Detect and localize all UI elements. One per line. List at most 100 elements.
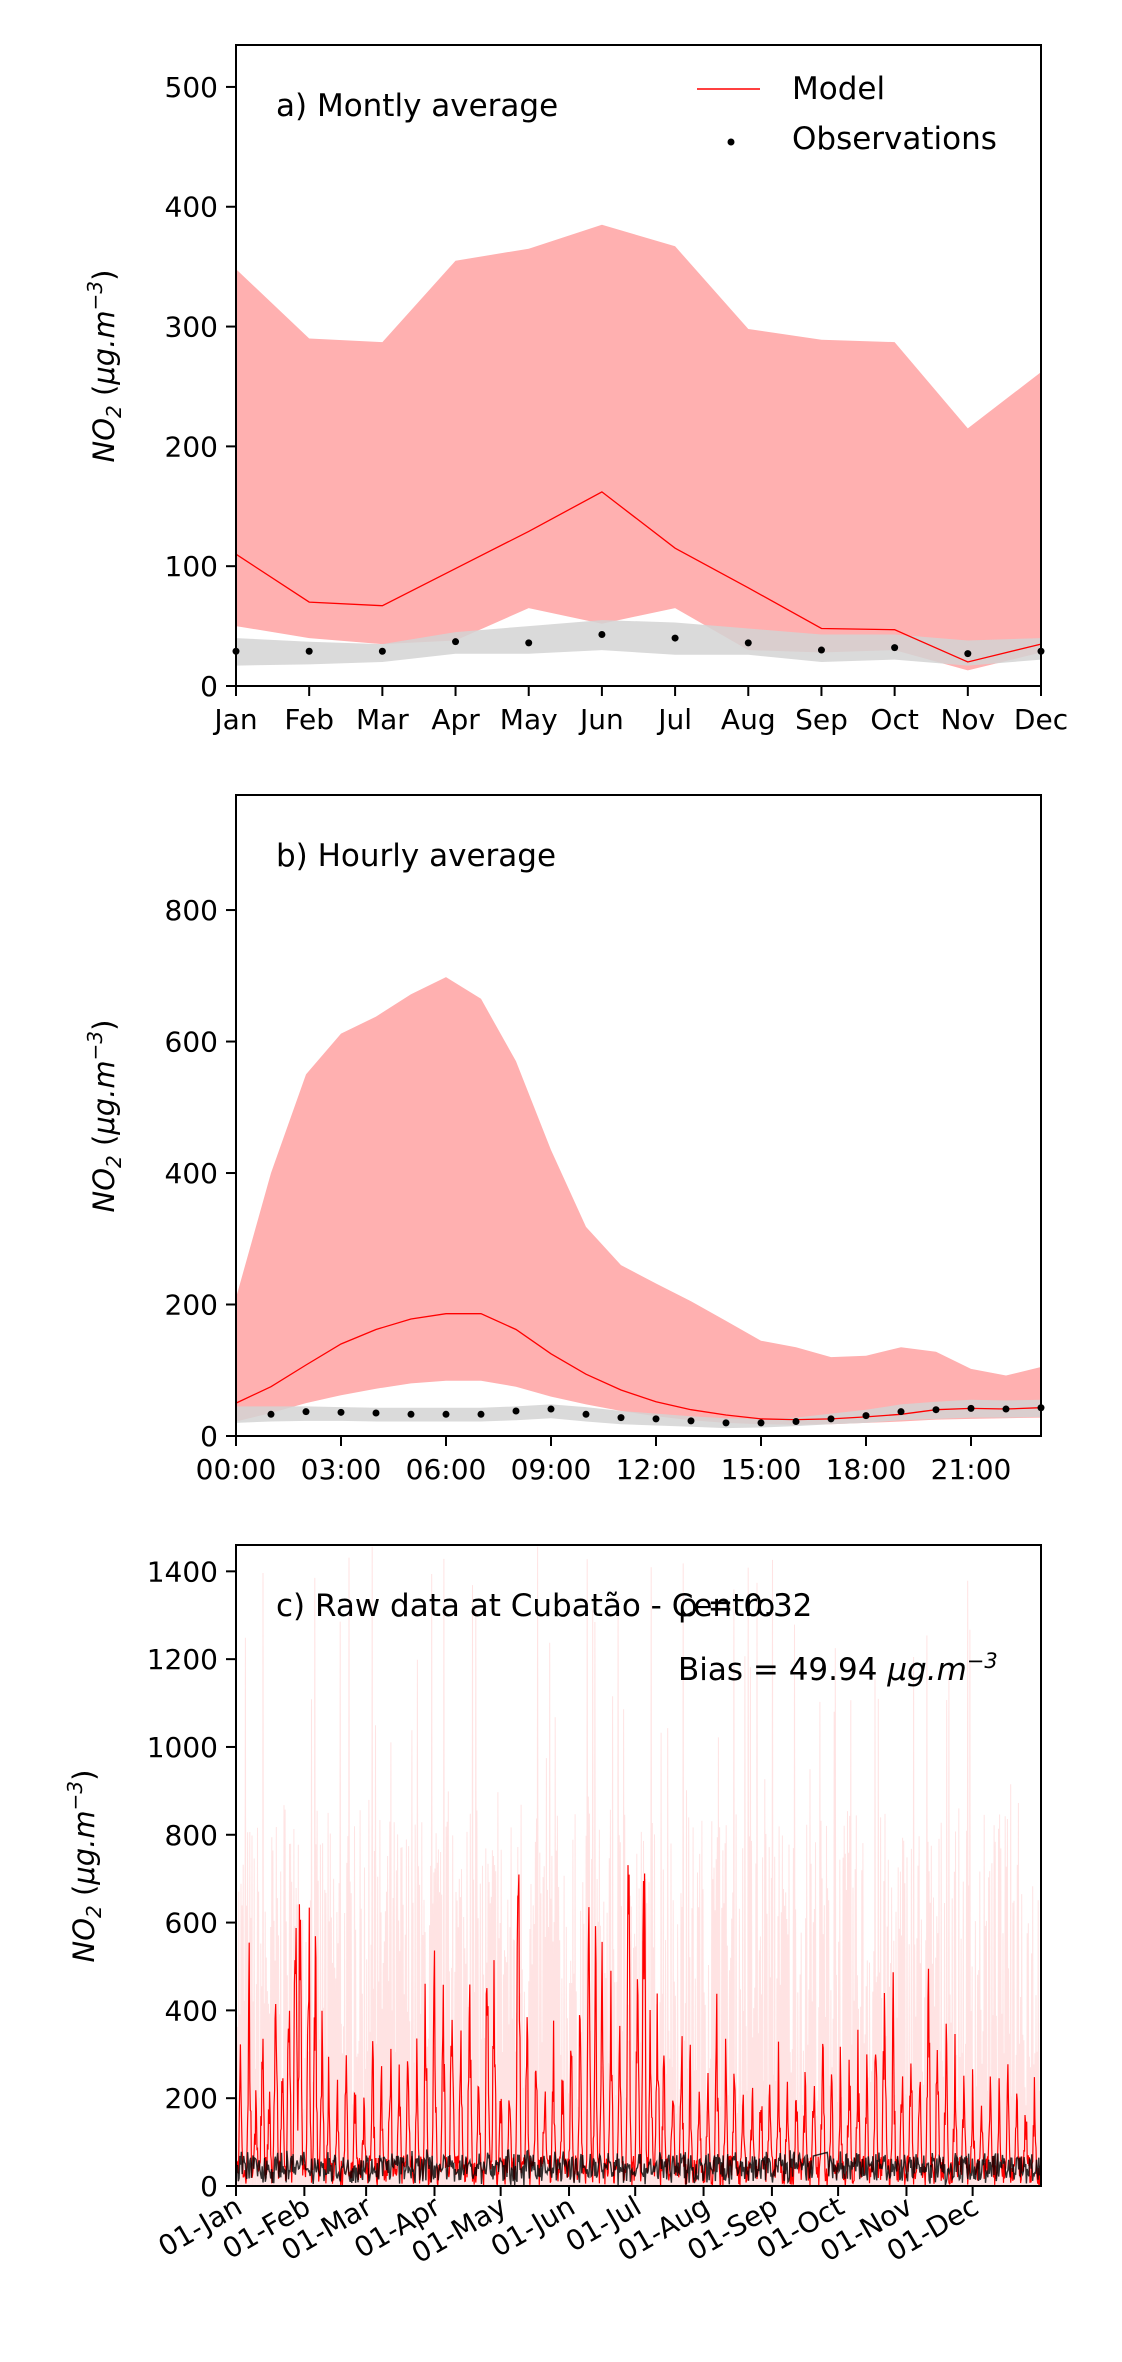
panel-b-x-tick-label: 03:00 bbox=[301, 1453, 382, 1486]
panel-b-y-ticks: 0 200 400 600 800 bbox=[165, 894, 236, 1453]
observation-point bbox=[302, 1408, 310, 1416]
observation-point bbox=[337, 1408, 345, 1416]
panel-b-x-tick-label: 15:00 bbox=[721, 1453, 802, 1486]
panel-b-y-tick-label: 800 bbox=[165, 894, 218, 927]
legend-observations-marker bbox=[727, 138, 735, 146]
panel-a-x-ticks: Jan Feb Mar Apr May Jun Jul Aug Sep Oct Nov Dec bbox=[212, 686, 1068, 736]
panel-c-y-tick-label: 200 bbox=[165, 2082, 218, 2115]
panel-c-y-tick-label: 0 bbox=[200, 2170, 218, 2203]
panel-c-y-ticks: 0 200 400 600 800 1000 1200 1400 bbox=[147, 1555, 236, 2203]
observation-point bbox=[442, 1410, 450, 1418]
panel-b-y-tick-label: 200 bbox=[165, 1289, 218, 1322]
panel-c-axes-frame bbox=[235, 1544, 1042, 2187]
panel-a-x-tick-label: Jun bbox=[578, 703, 624, 736]
observation-point bbox=[757, 1419, 765, 1427]
observation-point bbox=[617, 1414, 625, 1422]
panel-c-y-tick-label: 400 bbox=[165, 1994, 218, 2027]
model-line bbox=[235, 1313, 1042, 1421]
panel-c-y-axis-label: NO2 (μg.m−3) bbox=[63, 1770, 106, 1963]
panel-b-x-tick-label: 21:00 bbox=[931, 1453, 1012, 1486]
observation-point bbox=[964, 650, 972, 658]
observation-point bbox=[267, 1410, 275, 1418]
observations-range-band bbox=[236, 1399, 1041, 1429]
panel-a-y-axis-label: NO2 (μg.m−3) bbox=[83, 270, 126, 463]
panel-a-x-tick-label: Aug bbox=[721, 703, 776, 736]
observation-point bbox=[722, 1419, 730, 1427]
panel-c-y-tick-label: 1400 bbox=[147, 1555, 218, 1588]
panel-c-label: c) Raw data at Cubatão - Centro bbox=[276, 1588, 775, 1624]
panel-b-x-tick-label: 06:00 bbox=[406, 1453, 487, 1486]
panel-a-legend: Model Observations bbox=[697, 71, 997, 157]
panel-a-x-tick-label: Mar bbox=[356, 703, 409, 736]
observation-point bbox=[378, 647, 386, 655]
panel-c-plot-area bbox=[236, 1546, 1041, 2186]
panel-a-y-tick-label: 100 bbox=[165, 550, 218, 583]
panel-a-label: a) Montly average bbox=[276, 88, 558, 124]
panel-a-x-tick-label: Feb bbox=[284, 703, 334, 736]
observation-point bbox=[792, 1418, 800, 1426]
panel-b-axes-frame bbox=[235, 794, 1042, 1437]
panel-c-y-tick-label: 1000 bbox=[147, 1731, 218, 1764]
observation-point bbox=[862, 1412, 870, 1420]
panel-c-y-tick-label: 600 bbox=[165, 1907, 218, 1940]
observation-point bbox=[525, 639, 533, 647]
panel-c-series-layer bbox=[236, 1546, 1041, 2186]
observation-point bbox=[598, 630, 606, 638]
panel-a-x-tick-label: Apr bbox=[431, 703, 480, 736]
observation-point bbox=[817, 646, 825, 654]
observations-range-band bbox=[236, 620, 1041, 666]
panel-a-x-tick-label: Oct bbox=[870, 703, 918, 736]
observation-point bbox=[687, 1417, 695, 1425]
panel-b-x-tick-label: 12:00 bbox=[616, 1453, 697, 1486]
panel-a-x-tick-label: Nov bbox=[940, 703, 995, 736]
panel-b-y-tick-label: 400 bbox=[165, 1157, 218, 1190]
panel-b-y-axis-label: NO2 (μg.m−3) bbox=[83, 1020, 126, 1213]
model-line bbox=[236, 1865, 1041, 2186]
legend-observations-label: Observations bbox=[792, 121, 997, 157]
panel-b-x-tick-label: 09:00 bbox=[511, 1453, 592, 1486]
observation-point bbox=[452, 638, 460, 646]
panel-a-y-tick-label: 0 bbox=[200, 670, 218, 703]
observation-point bbox=[477, 1410, 485, 1418]
panel-c-bias-stat: Bias = 49.94 μg.m−3 bbox=[678, 1649, 998, 1688]
panel-c-y-tick-label: 1200 bbox=[147, 1643, 218, 1676]
observation-point bbox=[744, 639, 752, 647]
panel-a-y-tick-label: 400 bbox=[165, 191, 218, 224]
panel-a-x-tick-label: Dec bbox=[1014, 703, 1068, 736]
panel-a-x-tick-label: May bbox=[500, 703, 558, 736]
panel-a-y-tick-label: 200 bbox=[165, 430, 218, 463]
observation-point bbox=[547, 1405, 555, 1413]
observation-point bbox=[652, 1415, 660, 1423]
panel-b: 0 200 400 600 800 00:00 03:00 06:00 09:00 12:00 1… bbox=[83, 794, 1045, 1486]
panel-a-y-ticks: 0 100 200 300 400 500 bbox=[165, 71, 236, 703]
panel-b-x-tick-label: 00:00 bbox=[196, 1453, 277, 1486]
observation-point bbox=[372, 1409, 380, 1417]
panel-a-x-tick-label: Jul bbox=[656, 703, 692, 736]
panel-b-x-ticks: 00:00 03:00 06:00 09:00 12:00 15:00 18:00 21:00 bbox=[196, 1436, 1012, 1486]
panel-a-x-tick-label: Sep bbox=[795, 703, 848, 736]
observation-point bbox=[827, 1415, 835, 1423]
panel-a-plot-area bbox=[232, 224, 1045, 671]
observation-point bbox=[512, 1407, 520, 1415]
panel-a-axes-frame bbox=[235, 44, 1042, 687]
panel-b-y-tick-label: 600 bbox=[165, 1026, 218, 1059]
observation-point bbox=[671, 634, 679, 642]
panel-b-x-tick-label: 18:00 bbox=[826, 1453, 907, 1486]
observation-point bbox=[1002, 1405, 1010, 1413]
panel-c-x-ticks: 01-Jan01-Feb01-Mar01-Apr01-May01-Jun01-J… bbox=[153, 2186, 984, 2270]
panel-c-y-tick-label: 800 bbox=[165, 1819, 218, 1852]
observation-point bbox=[582, 1410, 590, 1418]
observation-point bbox=[891, 644, 899, 652]
panel-b-y-tick-label: 0 bbox=[200, 1420, 218, 1453]
panel-c-rho-stat: ρ = 0.32 bbox=[678, 1588, 812, 1624]
model-line bbox=[235, 491, 1042, 663]
panel-b-plot-area bbox=[235, 977, 1045, 1429]
panel-a-x-tick-label: Jan bbox=[212, 703, 257, 736]
panel-b-label: b) Hourly average bbox=[276, 838, 556, 874]
observations-line bbox=[236, 2149, 1041, 2186]
panel-a-y-tick-label: 300 bbox=[165, 311, 218, 344]
observation-point bbox=[967, 1404, 975, 1412]
panel-c: 0 200 400 600 800 1000 1200 1400 01-Jan01-Feb01… bbox=[63, 1544, 1042, 2270]
panel-a-y-tick-label: 500 bbox=[165, 71, 218, 104]
